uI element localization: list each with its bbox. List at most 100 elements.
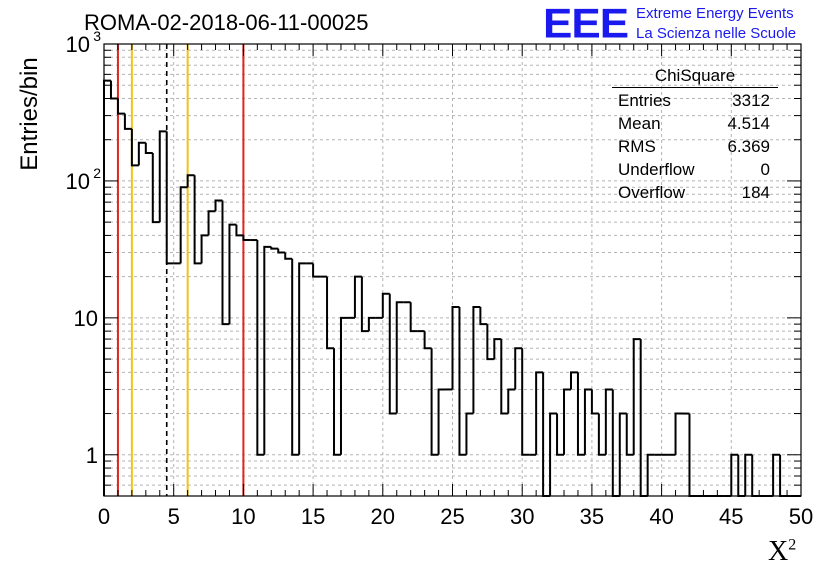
x-tick-label: 50 bbox=[789, 504, 813, 529]
y-tick-label: 10 bbox=[66, 32, 90, 57]
logo-line-2: La Scienza nelle Scuole bbox=[636, 25, 797, 42]
histogram-bin bbox=[569, 371, 578, 390]
x-tick-label: 25 bbox=[440, 504, 464, 529]
histogram-bin bbox=[632, 338, 641, 455]
histogram-bin bbox=[193, 175, 202, 265]
stats-row-overflow: Overflow 184 bbox=[612, 181, 778, 204]
histogram-bin bbox=[549, 412, 558, 496]
histogram-bin bbox=[618, 412, 627, 496]
histogram-bin bbox=[395, 301, 404, 414]
histogram-bin bbox=[556, 413, 565, 456]
histogram-bin bbox=[158, 130, 167, 223]
histogram-bin bbox=[521, 348, 530, 456]
x-tick-label: 20 bbox=[371, 504, 395, 529]
x-tick-label: 0 bbox=[98, 504, 110, 529]
histogram-bin bbox=[479, 307, 488, 326]
run-title: ROMA-02-2018-06-11-00025 bbox=[84, 10, 369, 35]
histogram-bin bbox=[625, 413, 634, 456]
histogram-bin bbox=[353, 275, 362, 318]
stats-row-underflow: Underflow 0 bbox=[612, 158, 778, 181]
histogram-bin bbox=[284, 252, 293, 260]
histogram-bin bbox=[465, 412, 474, 455]
x-tick-label: 30 bbox=[510, 504, 534, 529]
histogram-bin bbox=[486, 324, 495, 361]
histogram-bin bbox=[130, 128, 139, 167]
histogram-bin bbox=[367, 316, 376, 332]
histogram-bin bbox=[103, 79, 111, 496]
histogram-bin bbox=[611, 389, 620, 497]
y-tick-label: 1 bbox=[86, 443, 98, 468]
histogram-bin bbox=[123, 113, 132, 130]
logo-mark: EEE bbox=[543, 0, 629, 47]
histogram-bin bbox=[409, 302, 418, 333]
x-axis-label-exponent: 2 bbox=[788, 536, 797, 554]
stat-label: Entries bbox=[618, 91, 671, 110]
y-tick-label-exponent: 2 bbox=[93, 165, 101, 181]
histogram-bin bbox=[514, 347, 523, 390]
stats-box: ChiSquare Entries 3312 Mean 4.514 RMS 6.… bbox=[612, 66, 778, 204]
logo-line-1: Extreme Energy Events bbox=[636, 5, 794, 22]
histogram-bin bbox=[730, 453, 739, 496]
logo-text: Extreme Energy Events La Scienza nelle S… bbox=[636, 4, 796, 44]
y-tick-label: 10 bbox=[66, 169, 90, 194]
histogram-bin bbox=[326, 276, 335, 350]
histogram-bin bbox=[360, 276, 369, 333]
y-tick-label: 10 bbox=[74, 306, 98, 331]
stat-label: Mean bbox=[618, 114, 661, 133]
histogram-bin bbox=[423, 331, 432, 350]
stats-row-mean: Mean 4.514 bbox=[612, 112, 778, 135]
x-tick-label: 15 bbox=[301, 504, 325, 529]
x-tick-label: 10 bbox=[231, 504, 255, 529]
histogram-bin bbox=[674, 412, 683, 455]
histogram-bin bbox=[312, 263, 321, 278]
histogram-bin bbox=[430, 348, 439, 456]
histogram-bin bbox=[151, 152, 160, 224]
histogram-bin bbox=[507, 388, 516, 414]
eee-logo: EEE Extreme Energy Events La Scienza nel… bbox=[543, 0, 796, 47]
histogram-bin bbox=[597, 413, 606, 456]
histogram-bin bbox=[604, 388, 613, 455]
histogram-bin bbox=[228, 223, 237, 325]
histogram-bin bbox=[388, 293, 397, 415]
histogram-bin bbox=[277, 248, 286, 254]
x-tick-label: 35 bbox=[580, 504, 604, 529]
histogram-bin bbox=[590, 389, 599, 415]
histogram-bin bbox=[583, 388, 592, 455]
histogram-bin bbox=[165, 131, 174, 265]
x-axis-label-base: X bbox=[768, 536, 789, 567]
histogram-bin bbox=[437, 388, 446, 455]
histogram-bin bbox=[381, 292, 390, 318]
histogram-bin bbox=[256, 240, 265, 456]
histogram-bin bbox=[214, 199, 223, 212]
histogram-bin bbox=[221, 200, 230, 326]
histogram-bin bbox=[242, 235, 251, 242]
y-tick-label-exponent: 3 bbox=[93, 28, 101, 44]
x-tick-label: 5 bbox=[168, 504, 180, 529]
x-tick-label: 40 bbox=[649, 504, 673, 529]
histogram-bin bbox=[500, 339, 509, 415]
histogram-bin bbox=[200, 234, 209, 264]
histogram-bin bbox=[339, 316, 348, 455]
histogram-bin bbox=[772, 453, 781, 496]
histogram-bin bbox=[186, 174, 195, 188]
stats-title: ChiSquare bbox=[612, 66, 778, 88]
histogram-bin bbox=[109, 80, 118, 100]
histogram-bin bbox=[542, 372, 551, 497]
histogram-bin bbox=[472, 306, 481, 414]
histogram-bin bbox=[535, 371, 544, 455]
histogram-bin bbox=[563, 388, 571, 455]
histogram-bin bbox=[298, 262, 307, 455]
histogram-bin bbox=[179, 186, 188, 264]
histogram-bin bbox=[576, 372, 585, 456]
x-axis-label: X2 bbox=[768, 536, 796, 568]
stat-label: Underflow bbox=[618, 160, 695, 179]
stat-value: 0 bbox=[760, 160, 770, 179]
histogram-bin bbox=[116, 98, 125, 115]
stats-row-rms: RMS 6.369 bbox=[612, 135, 778, 158]
stat-label: Overflow bbox=[618, 183, 686, 202]
histogram-bin bbox=[744, 453, 753, 496]
x-tick-label: 45 bbox=[719, 504, 743, 529]
stats-row-entries: Entries 3312 bbox=[612, 89, 778, 112]
histogram-bin bbox=[646, 453, 655, 496]
y-axis-label: Entries/bin bbox=[16, 57, 43, 171]
